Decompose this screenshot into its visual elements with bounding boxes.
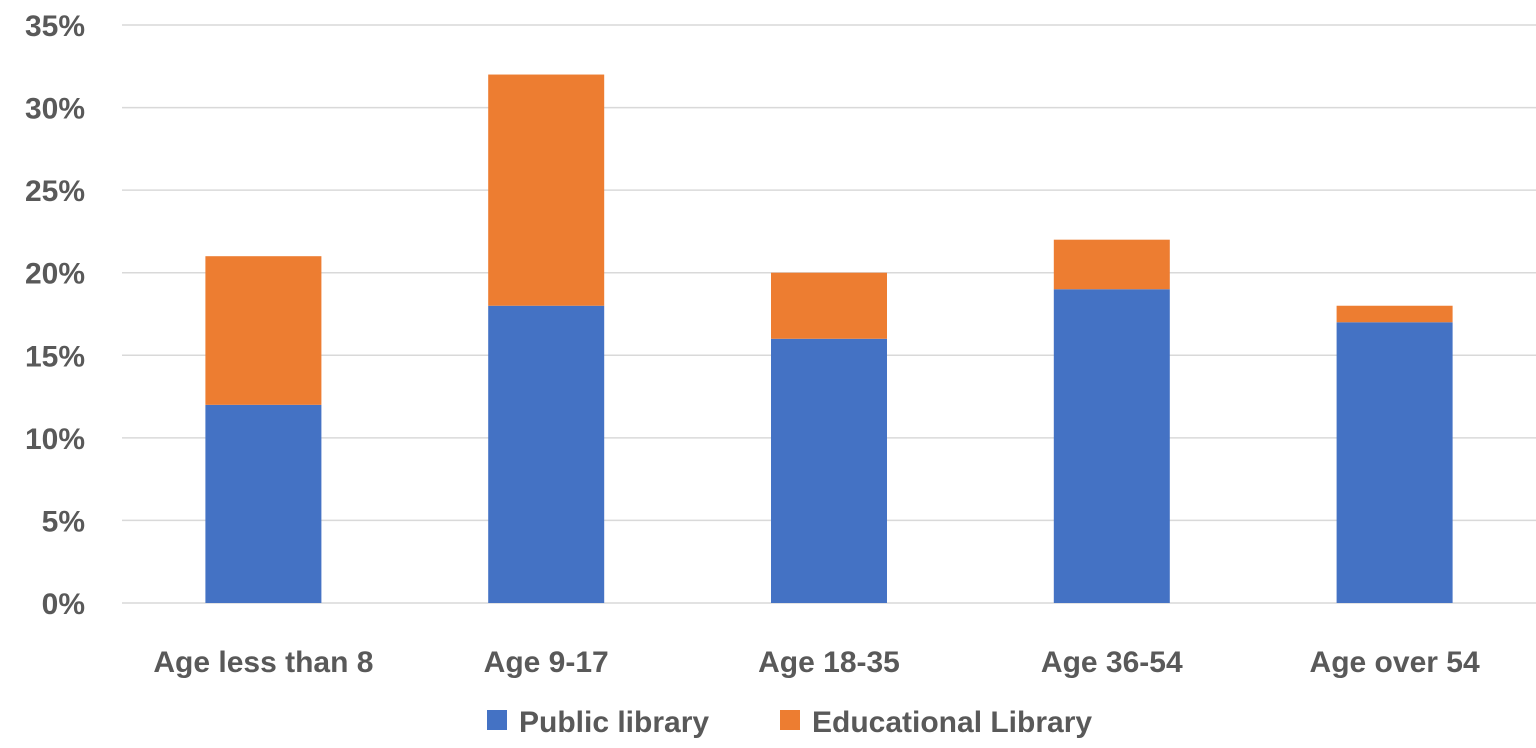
x-tick-label: Age 36-54 [1041, 646, 1183, 679]
y-tick-label: 25% [25, 175, 85, 208]
bar-educational-library-2 [771, 272, 887, 339]
x-tick-label: Age 18-35 [758, 646, 900, 679]
bar-educational-library-3 [1053, 239, 1170, 290]
x-axis-tick-labels: Age less than 8 Age 9-17 Age 18-35 Age 36-5… [153, 646, 1480, 679]
legend-swatch-1 [780, 710, 800, 730]
y-tick-label: 10% [25, 423, 85, 456]
x-tick-label: Age over 54 [1310, 646, 1480, 679]
legend: Public library Educational Library [487, 706, 1092, 739]
legend-label-1: Educational Library [812, 706, 1092, 739]
y-tick-label: 20% [25, 258, 85, 291]
bar-public-library-3 [1053, 289, 1170, 603]
x-tick-label: Age less than 8 [153, 646, 373, 679]
legend-swatch-0 [487, 710, 507, 730]
y-tick-label: 0% [42, 588, 85, 621]
y-tick-label: 30% [25, 93, 85, 126]
x-tick-label: Age 9-17 [484, 646, 609, 679]
bar-public-library-1 [488, 305, 605, 603]
legend-label-0: Public library [519, 706, 709, 739]
y-tick-label: 5% [42, 505, 85, 538]
y-axis-tick-labels: 0% 5% 10% 15% 20% 25% 30% 35% [25, 10, 85, 621]
y-tick-label: 35% [25, 10, 85, 43]
bar-public-library-4 [1336, 322, 1453, 603]
bars [205, 74, 1453, 603]
bar-public-library-0 [205, 404, 322, 603]
bar-educational-library-0 [205, 256, 322, 405]
bar-educational-library-4 [1336, 305, 1453, 323]
bar-educational-library-1 [488, 74, 605, 306]
bar-public-library-2 [771, 338, 887, 603]
y-tick-label: 15% [25, 340, 85, 373]
